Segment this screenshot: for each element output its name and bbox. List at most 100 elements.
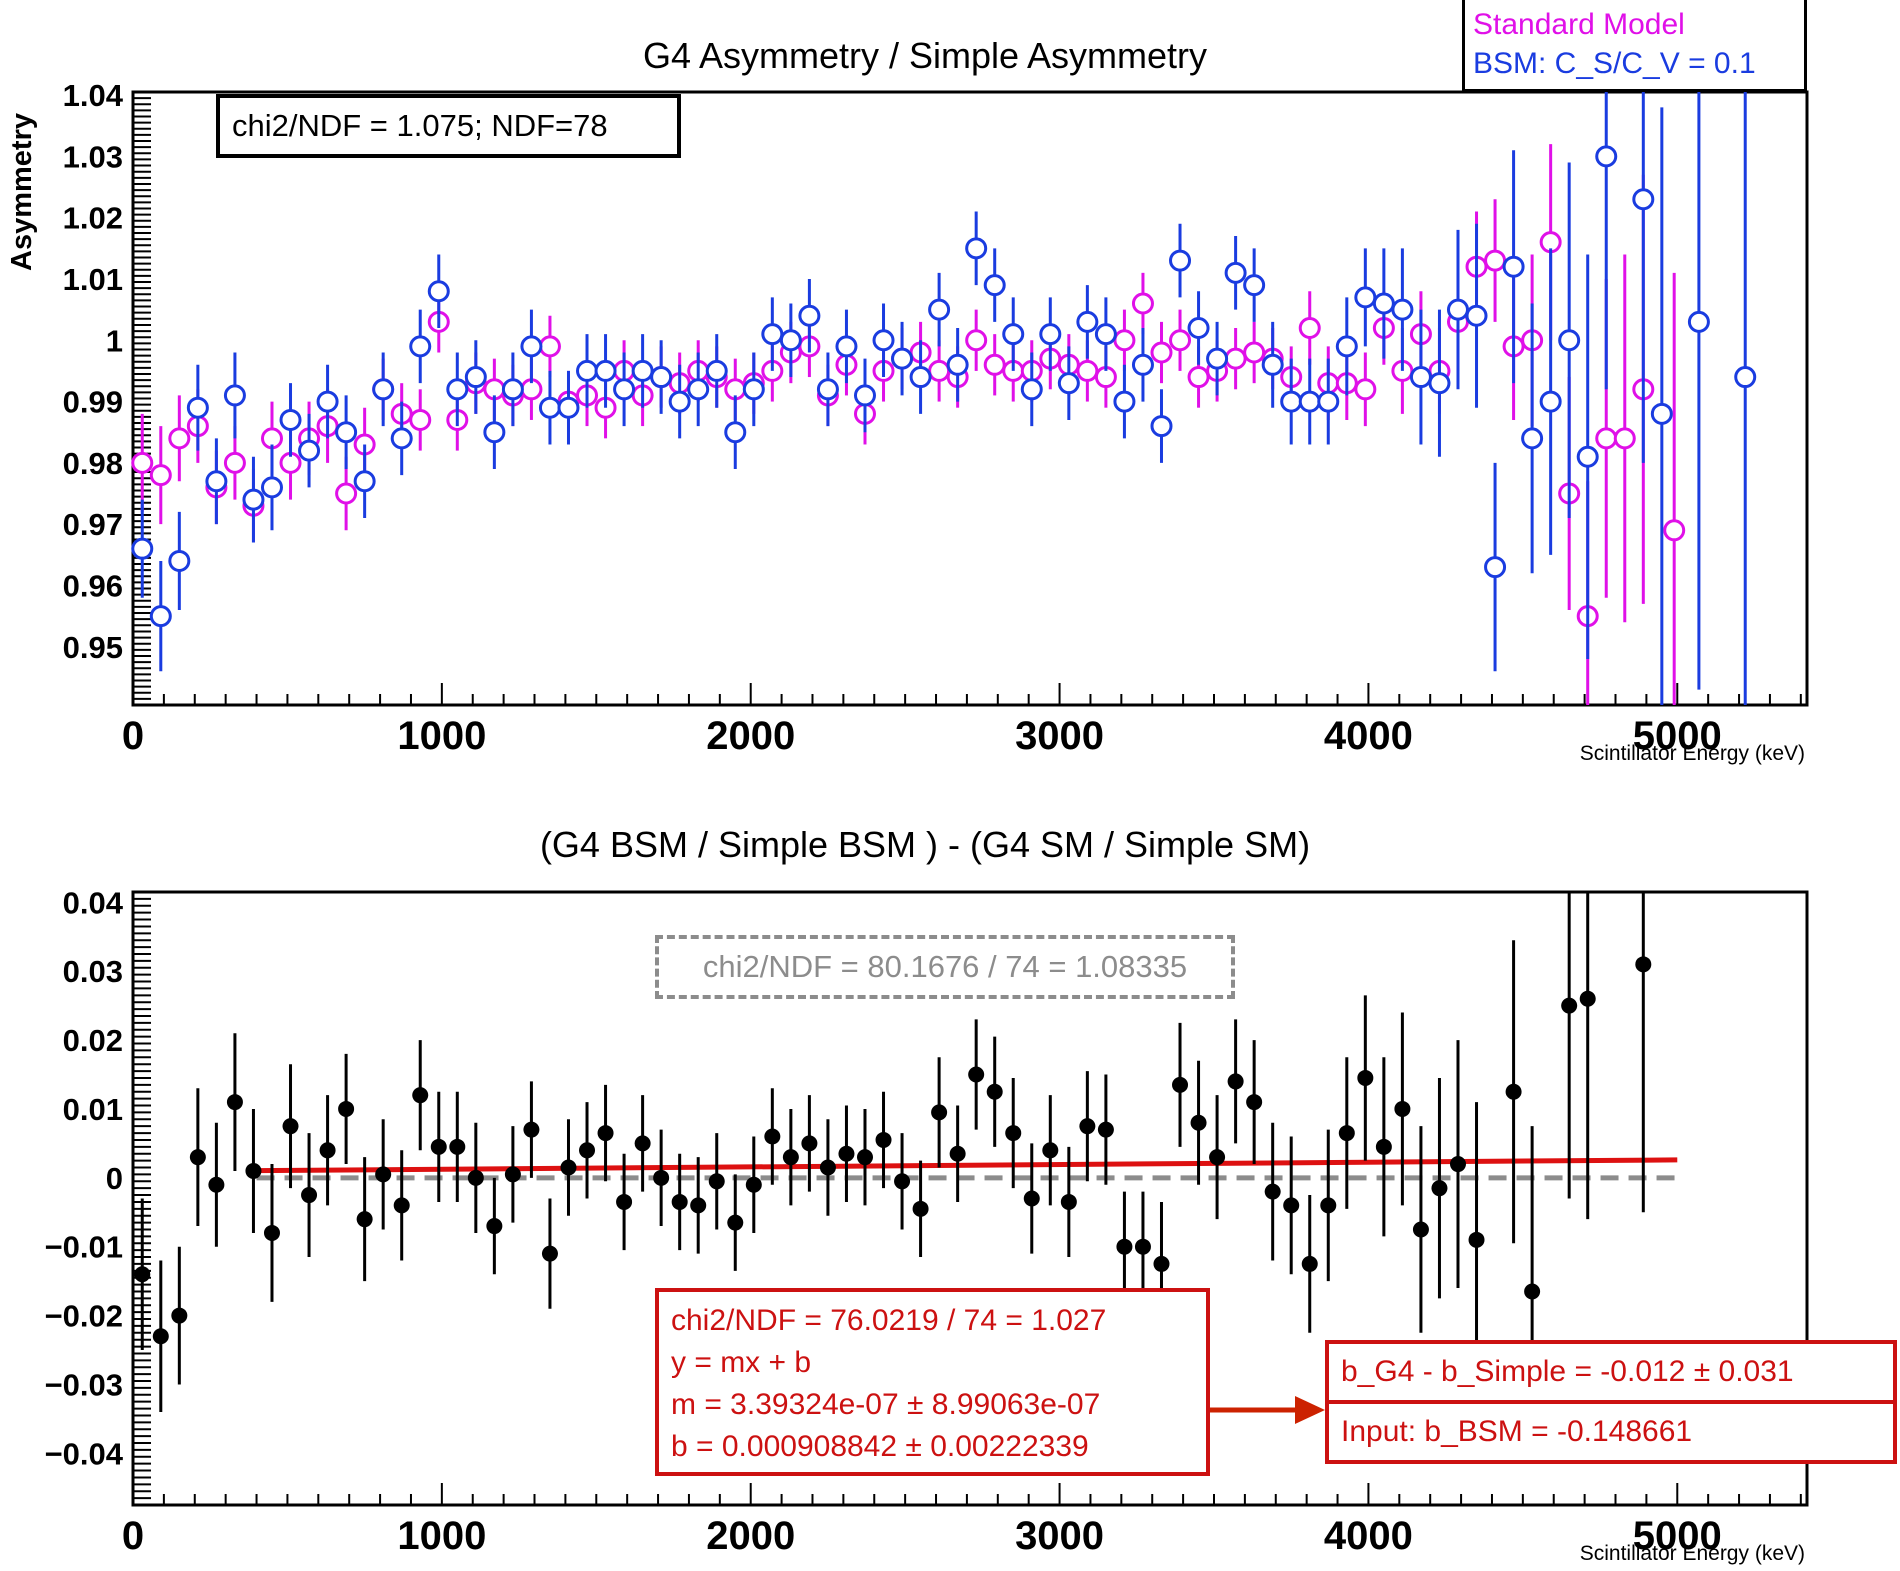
bottom-series-a-point xyxy=(875,1131,892,1148)
top-series-b-point xyxy=(1187,317,1210,340)
top-series-b-point xyxy=(928,298,951,321)
top-series-b-point xyxy=(464,366,487,389)
bottom-series-a-point xyxy=(1412,1221,1429,1238)
top-series-b-point xyxy=(298,439,321,462)
top-y-tick-label: 0.99 xyxy=(63,385,123,420)
top-series-b-point xyxy=(1280,390,1303,413)
top-series-b-point xyxy=(835,335,858,358)
top-series-b-point xyxy=(1317,390,1340,413)
top-y-tick-label: 1.02 xyxy=(63,201,123,236)
top-x-tick-label: 4000 xyxy=(1324,714,1413,758)
top-series-b-point xyxy=(742,378,765,401)
top-series-a-point xyxy=(1354,378,1377,401)
top-series-b-point xyxy=(223,384,246,407)
bottom-y-tick-label: 0 xyxy=(106,1161,123,1196)
bottom-series-a-point xyxy=(1246,1094,1263,1111)
chi2-annotation-top-text: chi2/NDF = 1.075; NDF=78 xyxy=(232,108,608,143)
bottom-y-tick-label: −0.01 xyxy=(45,1230,123,1265)
bottom-series-a-point xyxy=(1449,1156,1466,1173)
top-series-b-point xyxy=(779,329,802,352)
top-series-b-point xyxy=(1002,323,1025,346)
bottom-series-a-point xyxy=(690,1197,707,1214)
bottom-series-a-point xyxy=(968,1066,985,1083)
fit-equation-line: y = mx + b xyxy=(671,1346,812,1379)
top-series-b-point xyxy=(983,274,1006,297)
top-series-b-point xyxy=(1428,372,1451,395)
bottom-y-tick-label: 0.03 xyxy=(63,954,123,989)
top-series-b-point xyxy=(260,476,283,499)
bottom-series-a-point xyxy=(801,1135,818,1152)
top-series-b-point xyxy=(1576,445,1599,468)
top-y-tick-label: 0.97 xyxy=(63,507,123,542)
bottom-series-a-point xyxy=(986,1083,1003,1100)
bottom-series-a-point xyxy=(263,1224,280,1241)
top-series-b-point xyxy=(390,427,413,450)
bottom-series-a-point xyxy=(597,1125,614,1142)
top-series-b-point xyxy=(168,549,191,572)
bottom-chart-title: (G4 BSM / Simple BSM ) - (G4 SM / Simple… xyxy=(540,824,1310,865)
top-series-b-point xyxy=(1094,323,1117,346)
bottom-series-a-point xyxy=(245,1162,262,1179)
top-series-b-point xyxy=(1206,347,1229,370)
top-series-b-point xyxy=(891,347,914,370)
top-series-a-point xyxy=(1613,427,1636,450)
top-series-b-point xyxy=(1558,329,1581,352)
bottom-series-a-point xyxy=(467,1169,484,1186)
bottom-x-tick-label: 4000 xyxy=(1324,1514,1413,1558)
top-series-a-point xyxy=(1113,329,1136,352)
top-series-a-point xyxy=(1076,359,1099,382)
bottom-series-a-point xyxy=(412,1087,429,1104)
top-x-tick-label: 1000 xyxy=(397,714,486,758)
legend-entry-sm: Standard Model xyxy=(1473,8,1685,41)
top-series-b-point xyxy=(1391,298,1414,321)
bottom-series-a-point xyxy=(634,1135,651,1152)
top-series-b-point xyxy=(501,378,524,401)
bottom-series-a-point xyxy=(1005,1125,1022,1142)
bottom-series-a-point xyxy=(486,1218,503,1235)
top-series-a-point xyxy=(168,427,191,450)
bottom-series-a-point xyxy=(319,1142,336,1159)
bottom-series-a-point xyxy=(1134,1238,1151,1255)
bottom-series-a-point xyxy=(338,1100,355,1117)
bottom-series-a-point xyxy=(226,1094,243,1111)
bottom-series-a-point xyxy=(1468,1231,1485,1248)
chi2-annotation-top: chi2/NDF = 1.075; NDF=78 xyxy=(216,94,681,158)
top-series-b-point xyxy=(1354,286,1377,309)
top-series-b-point xyxy=(1224,261,1247,284)
bottom-series-a-point xyxy=(1264,1183,1281,1200)
top-series-b-point xyxy=(1020,378,1043,401)
top-series-b-point xyxy=(853,384,876,407)
bottom-x-tick-label: 3000 xyxy=(1015,1514,1104,1558)
bottom-series-a-point xyxy=(189,1149,206,1166)
top-series-b-point xyxy=(909,366,932,389)
bottom-chart-xlabel: Scintillator Energy (keV) xyxy=(1580,1542,1805,1565)
top-series-a-point xyxy=(1224,347,1247,370)
bottom-series-a-point xyxy=(1524,1283,1541,1300)
top-series-b-point xyxy=(520,335,543,358)
legend-entry-bsm: BSM: C_S/C_V = 0.1 xyxy=(1473,47,1756,80)
top-x-tick-label: 5000 xyxy=(1633,714,1722,758)
fit-chi2-line: chi2/NDF = 76.0219 / 74 = 1.027 xyxy=(671,1304,1107,1337)
bottom-x-tick-label: 0 xyxy=(122,1514,144,1558)
bottom-y-tick-label: 0.04 xyxy=(63,885,124,920)
top-series-b-point xyxy=(335,421,358,444)
top-series-b-point xyxy=(149,605,172,628)
bottom-y-tick-label: −0.02 xyxy=(45,1299,123,1334)
top-series-b-point xyxy=(1169,249,1192,272)
bottom-series-a-point xyxy=(301,1187,318,1204)
top-series-b-point xyxy=(1502,255,1525,278)
top-series-a-point xyxy=(1243,341,1266,364)
top-series-b-point xyxy=(576,359,599,382)
bottom-series-a-point xyxy=(1375,1138,1392,1155)
top-series-b-point xyxy=(1409,366,1432,389)
bottom-series-a-point xyxy=(1561,997,1578,1014)
top-series-b-point xyxy=(242,488,265,511)
top-series-a-point xyxy=(1187,366,1210,389)
bottom-series-a-point xyxy=(1227,1073,1244,1090)
top-series-a-point xyxy=(1150,341,1173,364)
bottom-series-a-point xyxy=(764,1128,781,1145)
top-series-b-point xyxy=(372,378,395,401)
top-y-tick-label: 1 xyxy=(106,323,123,358)
top-series-a-point xyxy=(223,451,246,474)
bottom-y-tick-label: −0.04 xyxy=(45,1436,124,1471)
